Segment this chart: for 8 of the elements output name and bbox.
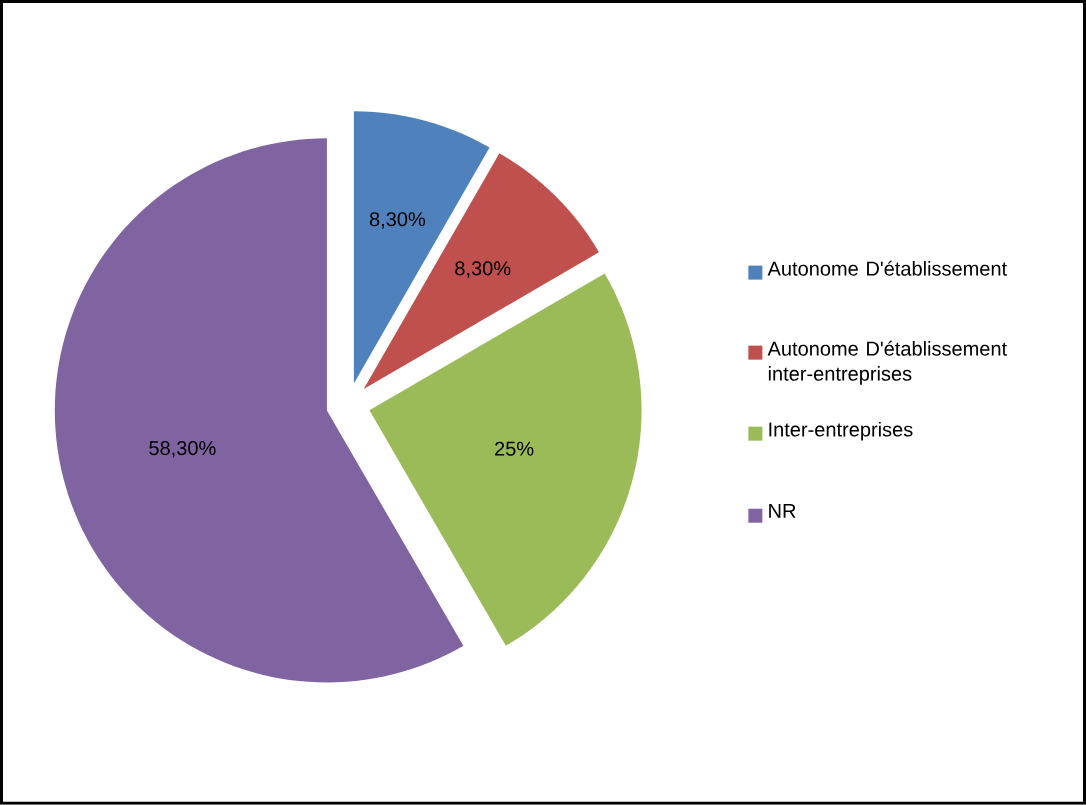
legend-label: Inter-entreprises (769, 421, 913, 441)
legend-label: NR (769, 503, 796, 518)
legend-label: Autonome D'établissement inter-entreprises (767, 340, 1007, 385)
data-label: 58,30% (149, 441, 216, 458)
legend-label: Autonome D'établissement (767, 260, 1007, 276)
data-label: 8,30% (369, 212, 426, 229)
data-label: 25% (495, 441, 534, 456)
data-label: 8,30% (455, 261, 511, 278)
